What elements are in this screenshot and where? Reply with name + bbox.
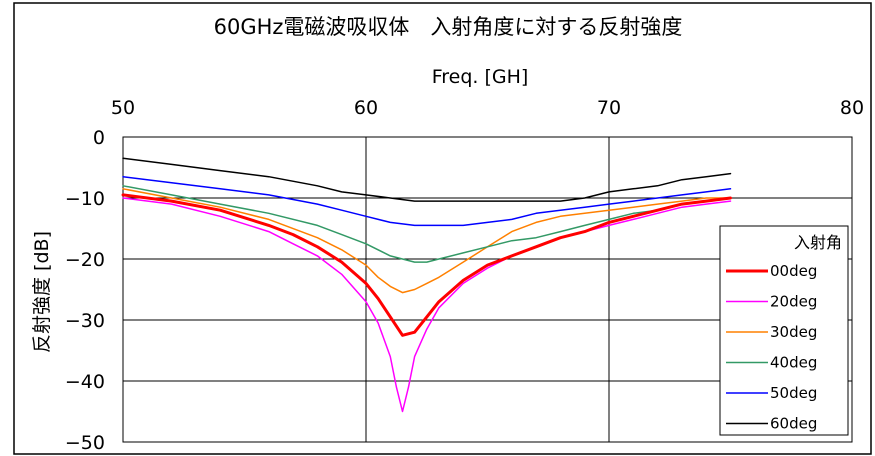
legend-entry-20deg: 20deg (770, 293, 817, 311)
legend-title: 入射角 (794, 233, 842, 252)
x-axis-label: Freq. [GH] (432, 66, 529, 88)
y-tick-label: −10 (65, 188, 105, 210)
legend-entry-60deg: 60deg (770, 415, 817, 433)
y-tick-label: −40 (65, 371, 105, 393)
series-line-30deg (122, 188, 732, 294)
series-line-20deg (122, 197, 732, 413)
legend: 入射角 00deg 20deg 30deg 40deg 50deg 60deg (719, 225, 849, 436)
legend-entry-30deg: 30deg (770, 323, 817, 341)
x-tick-label: 50 (111, 97, 135, 119)
legend-entry-40deg: 40deg (770, 354, 817, 372)
series-line-40deg (122, 185, 732, 263)
series-line-60deg (122, 157, 732, 202)
x-tick-label: 80 (840, 97, 864, 119)
series-line-50deg (122, 175, 732, 227)
x-tick-label: 60 (354, 97, 378, 119)
chart-title: 60GHz電磁波吸収体 入射角度に対する反射強度 (214, 15, 683, 39)
legend-box (719, 225, 849, 436)
y-tick-label: −30 (65, 310, 105, 332)
y-axis-label: 反射強度 [dB] (31, 231, 53, 353)
series-line-00deg (121, 193, 732, 337)
legend-entry-50deg: 50deg (770, 384, 817, 402)
x-tick-label: 70 (597, 97, 621, 119)
y-tick-label: 0 (93, 127, 105, 149)
legend-entry-00deg: 00deg (770, 262, 817, 280)
tick-labels: 50 60 70 80 0 −10 −20 −30 −40 −50 (65, 97, 864, 454)
y-tick-label: −20 (65, 249, 105, 271)
y-tick-label: −50 (65, 432, 105, 454)
series-lines (121, 157, 732, 413)
